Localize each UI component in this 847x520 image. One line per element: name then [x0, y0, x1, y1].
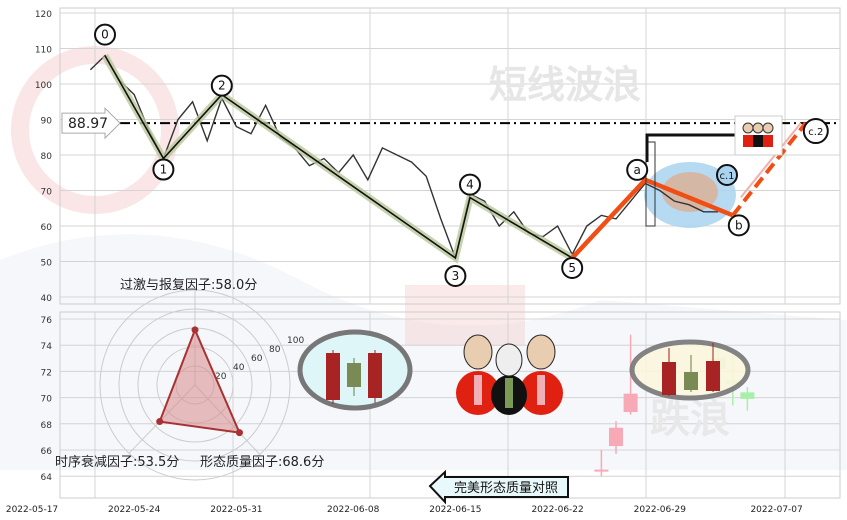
y-tick-label: 40 — [41, 294, 53, 304]
radar-point — [235, 429, 243, 437]
top-panel-frame — [59, 7, 841, 305]
forecast-dashed — [731, 121, 808, 217]
wave-label-circle — [152, 158, 175, 181]
watermark-text-bottom: 跌浪 — [650, 396, 730, 442]
dogs-mascot-icon — [456, 334, 563, 415]
compare-button[interactable]: 完美形态质量对照 — [428, 469, 569, 505]
wave-label-circle — [459, 173, 481, 196]
wave-label: 0 — [101, 28, 109, 42]
top-panel-marks: 88.97 0 1 2 3 4 5 a b c.2 c.1 — [61, 23, 840, 287]
falling-wave-badge — [629, 339, 751, 401]
perfect-pattern-badge — [297, 329, 413, 411]
dog-head-icon — [742, 122, 754, 134]
wave-label-circle — [802, 118, 829, 145]
y-tick-label: 100 — [35, 81, 52, 91]
x-tick-label: 2022-06-08 — [327, 505, 380, 515]
radar-label-right: 形态质量因子:68.6分 — [200, 455, 324, 470]
x-tick-label: 2022-05-24 — [108, 505, 161, 515]
watermark-text: 短线波浪 — [489, 63, 641, 107]
wave-label: 2 — [218, 79, 226, 93]
candle-body — [609, 427, 623, 447]
radar-label-left: 时序衰减因子:53.5分 — [55, 454, 179, 470]
radar-area — [158, 327, 242, 434]
radar-point — [156, 418, 164, 426]
dog-body-icon — [753, 135, 763, 147]
bracket-line — [645, 133, 736, 162]
wave-label: 3 — [452, 269, 460, 283]
x-tick-label: 2022-07-07 — [750, 505, 802, 515]
candle-body — [740, 392, 755, 399]
dog-body-icon — [743, 135, 753, 147]
radar-point — [191, 326, 199, 334]
radar-tick-label: 80 — [269, 345, 281, 355]
y-tick-label: 60 — [41, 223, 53, 233]
wave-label-circle — [727, 214, 750, 237]
radar-tick-label: 100 — [287, 336, 304, 346]
wave-label: a — [634, 163, 641, 177]
y-tick-label: 68 — [41, 421, 53, 431]
level-label: 88.97 — [68, 116, 108, 132]
wave-label-circle — [716, 164, 738, 186]
price-line — [89, 54, 719, 261]
y-tick-label: 72 — [41, 368, 52, 378]
x-tick-label: 2022-05-31 — [210, 505, 262, 515]
x-tick-label: 2022-06-15 — [429, 505, 481, 515]
dog-body-icon — [763, 135, 773, 147]
dog-head-icon — [752, 122, 764, 134]
radar-tick-label: 20 — [215, 372, 227, 382]
wave-label-circle — [626, 158, 649, 181]
dog-head-icon — [762, 122, 774, 134]
wave-label: c.2 — [808, 127, 823, 138]
x-tick-label: 2022-06-22 — [531, 505, 583, 515]
wave-label: 5 — [568, 261, 576, 275]
wave-label-circle — [444, 264, 467, 287]
wave-label: 1 — [160, 163, 168, 177]
y-tick-label: 74 — [41, 342, 53, 352]
wave-label-circle — [94, 23, 116, 46]
y-tick-label: 90 — [41, 117, 53, 127]
radar-chart: 20 40 60 80 100 — [99, 289, 304, 481]
a-marker-box — [645, 141, 656, 227]
y-tick-label: 80 — [41, 152, 53, 162]
compare-button-label: 完美形态质量对照 — [454, 481, 558, 496]
forecast-line — [570, 177, 734, 260]
candle-body — [623, 393, 638, 413]
radar-tick-label: 40 — [233, 363, 245, 373]
wave-label-circle — [210, 74, 233, 97]
y-tick-label: 50 — [41, 259, 53, 269]
x-tick-label: 2022-06-29 — [634, 505, 687, 515]
candle-body — [594, 469, 609, 472]
y-tick-label: 120 — [35, 10, 52, 20]
x-tick-label: 2022-05-17 — [6, 505, 58, 515]
y-tick-label: 76 — [41, 316, 53, 326]
forecast-alt-line — [740, 122, 802, 198]
wave-label: c.1 — [719, 171, 734, 182]
y-tick-label: 110 — [35, 46, 52, 56]
y-tick-label: 70 — [41, 188, 53, 198]
wave-label-circle — [561, 256, 584, 279]
wave-line — [104, 55, 573, 260]
radar-tick-label: 60 — [251, 354, 263, 364]
y-tick-label: 66 — [41, 447, 53, 457]
level-arrow — [61, 106, 121, 140]
wave-label: b — [735, 218, 743, 232]
wave-label: 4 — [466, 178, 474, 192]
radar-label-top: 过激与报复因子:58.0分 — [120, 278, 257, 293]
y-tick-label: 70 — [41, 395, 53, 405]
y-tick-label: 64 — [41, 473, 53, 483]
